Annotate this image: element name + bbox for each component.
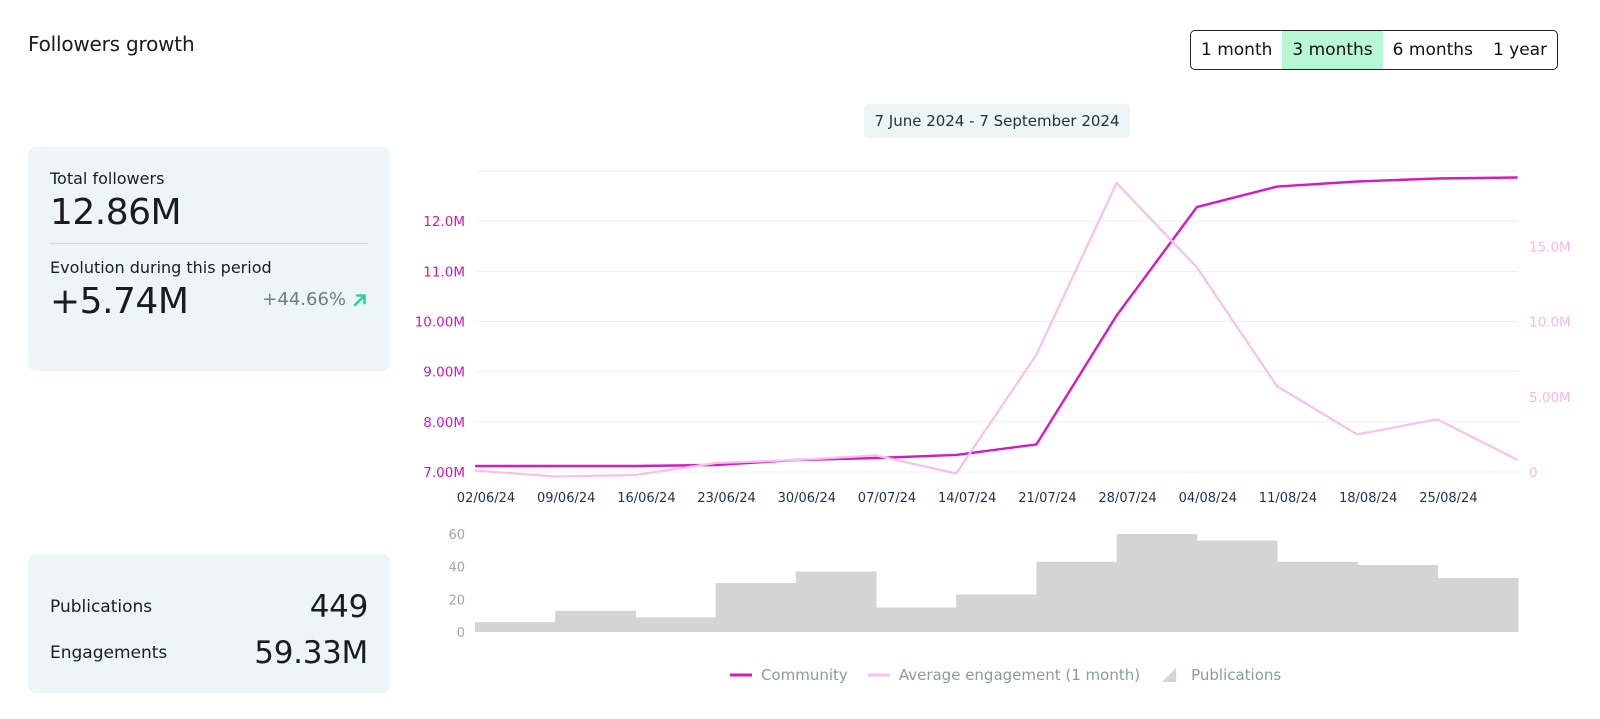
publications-value: 449 bbox=[309, 589, 369, 625]
publications-bar bbox=[1277, 561, 1358, 632]
evolution-label: Evolution during this period bbox=[50, 258, 272, 277]
page-title: Followers growth bbox=[28, 32, 195, 56]
publications-label: Publications bbox=[50, 597, 153, 617]
community-series-line bbox=[475, 176, 1518, 468]
x-axis-tick-label: 04/08/24 bbox=[1179, 491, 1237, 506]
trend-up-arrow-icon bbox=[353, 293, 366, 306]
right-axis-tick-label: 5.00M bbox=[1529, 390, 1571, 406]
range-1-year-button[interactable]: 1 year bbox=[1492, 40, 1548, 60]
right-axis-tick-label: 0 bbox=[1529, 465, 1538, 481]
publications-bar bbox=[555, 610, 636, 632]
evolution-value: +5.74M bbox=[50, 281, 189, 322]
x-axis-tick-label: 07/07/24 bbox=[858, 491, 916, 506]
legend-publications-swatch bbox=[1162, 668, 1177, 682]
publications-bar bbox=[635, 617, 717, 632]
publications-bar bbox=[475, 622, 556, 632]
followers-summary-card: Total followers 12.86M Evolution during … bbox=[28, 147, 390, 371]
bar-axis-tick-label: 20 bbox=[448, 593, 465, 608]
publications-stats-card: Publications 449 Engagements 59.33M bbox=[28, 554, 390, 693]
x-axis-tick-label: 14/07/24 bbox=[938, 491, 996, 506]
period-range-selector: 1 month 3 months 6 months 1 year bbox=[1190, 30, 1559, 70]
x-axis-tick-label: 21/07/24 bbox=[1018, 491, 1076, 506]
left-axis-tick-label: 7.00M bbox=[423, 465, 465, 481]
summary-divider bbox=[50, 243, 368, 244]
x-axis-tick-label: 09/06/24 bbox=[537, 491, 595, 506]
left-axis-tick-label: 12.0M bbox=[423, 214, 465, 230]
range-1-month-button[interactable]: 1 month bbox=[1201, 40, 1273, 60]
x-axis-tick-label: 30/06/24 bbox=[778, 491, 836, 506]
engagements-row: Engagements 59.33M bbox=[50, 630, 368, 676]
publications-bar bbox=[876, 607, 957, 632]
x-axis-tick-label: 28/07/24 bbox=[1098, 491, 1156, 506]
publications-bar bbox=[715, 583, 797, 632]
legend-engagement-label: Average engagement (1 month) bbox=[899, 666, 1140, 684]
right-axis-tick-label: 10.0M bbox=[1529, 315, 1571, 331]
range-3-months-button[interactable]: 3 months bbox=[1282, 31, 1383, 69]
evolution-percentage-text: +44.66% bbox=[262, 289, 346, 310]
publications-bar bbox=[1116, 534, 1198, 632]
publications-bar bbox=[795, 571, 877, 632]
range-6-months-button[interactable]: 6 months bbox=[1392, 40, 1473, 60]
bar-axis-tick-label: 60 bbox=[448, 528, 465, 543]
x-axis-tick-label: 18/08/24 bbox=[1339, 491, 1397, 506]
publications-bar bbox=[956, 594, 1037, 632]
publications-bar bbox=[1196, 540, 1278, 632]
legend-community-label: Community bbox=[761, 666, 848, 684]
x-axis-tick-label: 23/06/24 bbox=[697, 491, 755, 506]
bar-axis-tick-label: 40 bbox=[448, 561, 465, 576]
left-axis-tick-label: 9.00M bbox=[423, 365, 465, 381]
left-axis-tick-label: 10.00M bbox=[415, 315, 465, 331]
publications-row: Publications 449 bbox=[50, 584, 368, 630]
evolution-row: +5.74M +44.66% bbox=[50, 277, 368, 322]
right-axis-tick-label: 15.0M bbox=[1529, 239, 1571, 255]
x-axis-tick-label: 16/06/24 bbox=[617, 491, 675, 506]
engagements-value: 59.33M bbox=[254, 635, 368, 671]
total-followers-label: Total followers bbox=[50, 169, 165, 188]
x-axis-tick-label: 11/08/24 bbox=[1259, 491, 1317, 506]
bar-axis-tick-label: 0 bbox=[457, 626, 465, 641]
x-axis-tick-label: 02/06/24 bbox=[457, 491, 515, 506]
evolution-percentage: +44.66% bbox=[262, 289, 368, 310]
x-axis-tick-label: 25/08/24 bbox=[1419, 491, 1477, 506]
publications-bar bbox=[1437, 578, 1519, 632]
engagements-label: Engagements bbox=[50, 643, 168, 663]
total-followers-value: 12.86M bbox=[50, 192, 182, 233]
period-date-label: 7 June 2024 - 7 September 2024 bbox=[864, 104, 1130, 138]
publications-bar bbox=[1357, 565, 1438, 632]
left-axis-tick-label: 8.00M bbox=[423, 415, 465, 431]
engagement-series-line bbox=[474, 181, 1519, 478]
left-axis-tick-label: 11.0M bbox=[423, 264, 465, 280]
legend-publications-label: Publications bbox=[1191, 666, 1281, 684]
publications-bar bbox=[1036, 561, 1118, 632]
